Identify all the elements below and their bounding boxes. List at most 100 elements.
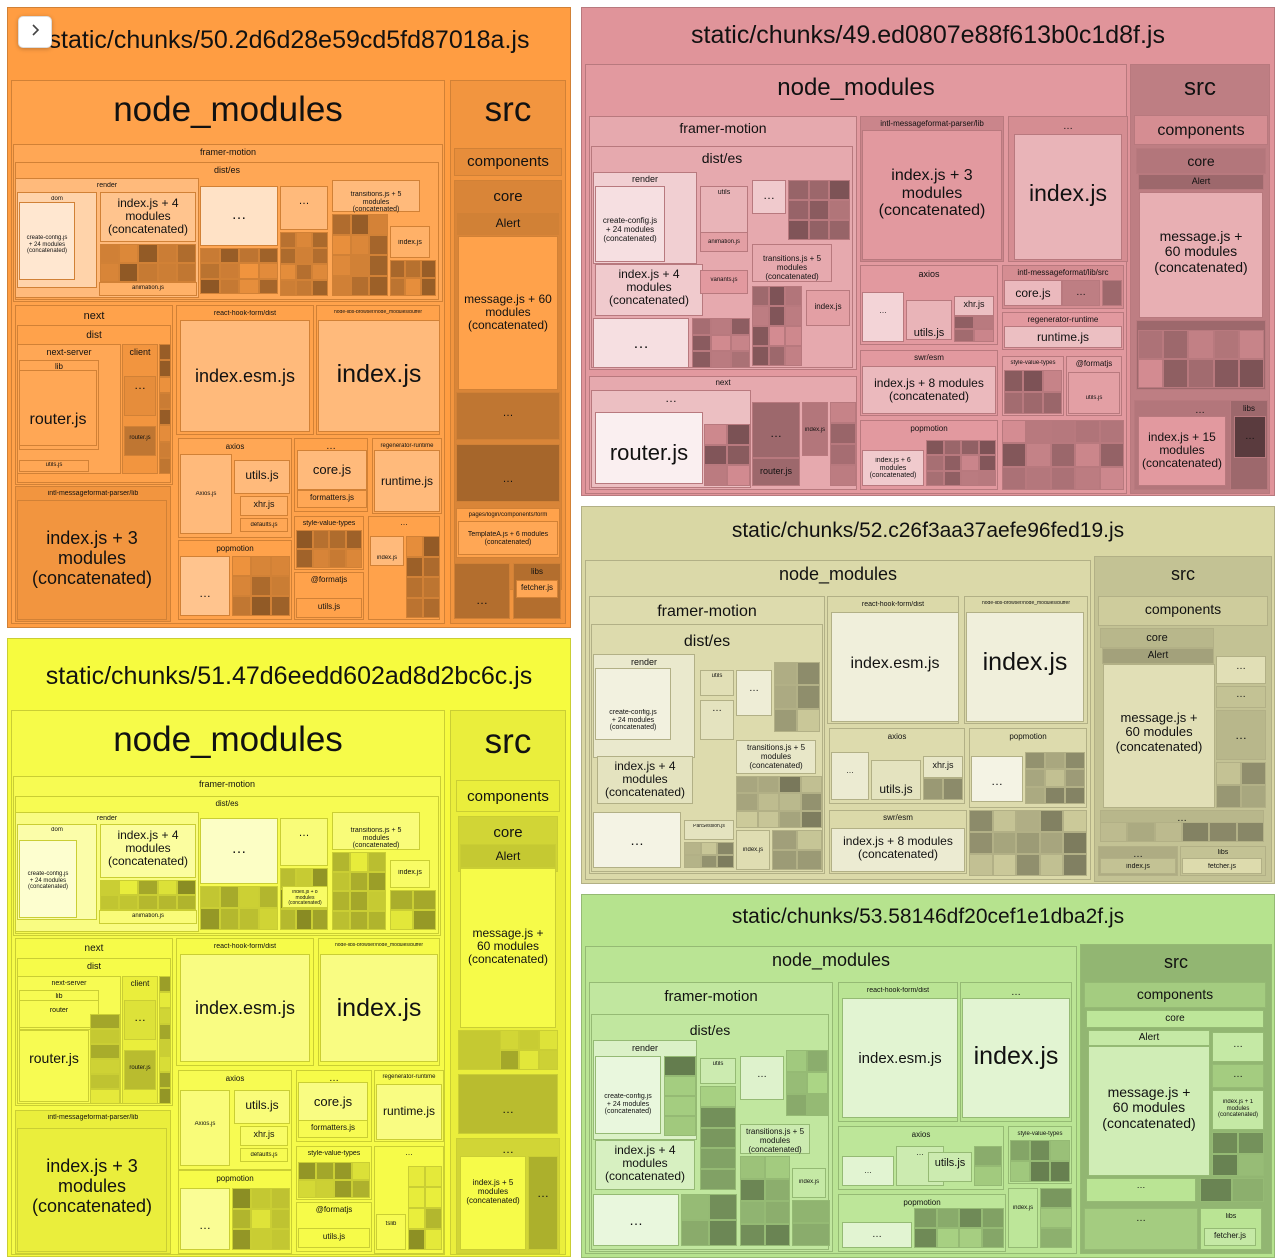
module[interactable]: utils.js: [234, 460, 290, 494]
treemap-leaf[interactable]: [270, 556, 290, 576]
module[interactable]: index.js: [806, 290, 850, 326]
treemap-leaf[interactable]: [352, 1162, 370, 1180]
treemap-leaf[interactable]: [684, 855, 701, 868]
treemap-leaf[interactable]: [936, 1228, 959, 1248]
treemap-leaf[interactable]: [423, 597, 440, 618]
components[interactable]: components: [1084, 982, 1266, 1008]
treemap-leaf[interactable]: [779, 793, 801, 811]
treemap-leaf[interactable]: [90, 1044, 120, 1059]
treemap-leaf[interactable]: [1241, 785, 1266, 808]
module[interactable]: index.esm.js: [180, 954, 310, 1062]
treemap-leaf[interactable]: [258, 248, 278, 264]
module[interactable]: message.js + 60 modules (concatenated): [458, 236, 558, 390]
module[interactable]: …: [862, 292, 904, 342]
treemap-leaf[interactable]: [992, 832, 1017, 854]
treemap-leaf[interactable]: [1030, 1161, 1050, 1182]
treemap-leaf[interactable]: [800, 793, 822, 811]
module[interactable]: create-config.js + 24 modules (concatena…: [595, 668, 671, 740]
treemap-leaf[interactable]: [350, 255, 370, 276]
treemap-leaf[interactable]: [157, 263, 177, 282]
treemap-leaf[interactable]: [159, 457, 171, 474]
treemap-leaf[interactable]: [914, 1208, 937, 1228]
treemap-leaf[interactable]: [1138, 359, 1164, 388]
treemap-leaf[interactable]: [768, 286, 786, 306]
treemap-leaf[interactable]: [408, 1187, 425, 1208]
treemap-leaf[interactable]: [830, 423, 856, 444]
treemap-leaf[interactable]: [270, 576, 290, 596]
treemap-leaf[interactable]: [774, 685, 797, 709]
treemap-leaf[interactable]: [1023, 370, 1043, 392]
folder[interactable]: utils: [700, 670, 734, 696]
treemap-leaf[interactable]: [700, 855, 718, 868]
treemap-leaf[interactable]: [765, 1201, 790, 1224]
treemap-leaf[interactable]: [251, 556, 271, 576]
module[interactable]: …: [124, 376, 156, 416]
treemap-leaf[interactable]: [736, 776, 758, 794]
treemap-leaf[interactable]: [519, 1050, 539, 1070]
treemap-leaf[interactable]: [1050, 1161, 1070, 1182]
treemap-leaf[interactable]: [717, 842, 734, 855]
module[interactable]: message.js + 60 modules (concatenated): [1103, 664, 1215, 808]
module[interactable]: utils.js: [871, 760, 921, 800]
module[interactable]: …: [1216, 686, 1266, 708]
module[interactable]: …: [842, 1156, 894, 1186]
treemap-leaf[interactable]: [779, 810, 801, 828]
treemap-leaf[interactable]: [727, 424, 750, 445]
treemap-leaf[interactable]: [1099, 443, 1124, 467]
module[interactable]: animation.js: [700, 232, 748, 252]
treemap-leaf[interactable]: [138, 244, 158, 263]
treemap-leaf[interactable]: [1039, 832, 1064, 854]
module[interactable]: index.esm.js: [831, 612, 959, 722]
treemap-leaf[interactable]: [1063, 854, 1087, 876]
module[interactable]: …: [700, 700, 734, 740]
module[interactable]: defaults.js: [240, 518, 288, 532]
treemap-leaf[interactable]: [1063, 810, 1087, 832]
treemap-leaf[interactable]: [717, 855, 734, 868]
treemap-leaf[interactable]: [159, 992, 171, 1008]
treemap-leaf[interactable]: [1065, 786, 1085, 804]
treemap-leaf[interactable]: [704, 444, 727, 466]
treemap-leaf[interactable]: [1023, 392, 1043, 414]
treemap-leaf[interactable]: [704, 424, 727, 445]
module[interactable]: index.js + 4 modules (concatenated): [100, 824, 196, 878]
treemap-leaf[interactable]: [974, 316, 994, 329]
treemap-leaf[interactable]: [239, 908, 259, 930]
treemap-leaf[interactable]: [239, 263, 259, 279]
treemap-leaf[interactable]: [423, 536, 440, 557]
module[interactable]: router.js: [595, 412, 703, 484]
treemap-leaf[interactable]: [390, 910, 413, 930]
treemap-leaf[interactable]: [808, 200, 830, 220]
treemap-leaf[interactable]: [239, 886, 259, 908]
treemap-leaf[interactable]: [1213, 359, 1239, 388]
treemap-leaf[interactable]: [752, 326, 769, 346]
treemap-leaf[interactable]: [692, 334, 712, 352]
treemap-leaf[interactable]: [797, 830, 822, 850]
treemap-leaf[interactable]: [100, 244, 120, 263]
treemap-leaf[interactable]: [159, 409, 171, 426]
treemap-leaf[interactable]: [684, 842, 701, 855]
treemap-leaf[interactable]: [298, 1162, 316, 1180]
module[interactable]: runtime.js: [1004, 326, 1122, 348]
treemap-leaf[interactable]: [792, 1200, 830, 1223]
treemap-leaf[interactable]: [1004, 370, 1024, 392]
treemap-leaf[interactable]: [772, 850, 797, 870]
treemap-leaf[interactable]: [981, 1208, 1004, 1228]
treemap-leaf[interactable]: [1212, 1132, 1238, 1154]
module[interactable]: index.esm.js: [842, 998, 958, 1118]
treemap-leaf[interactable]: [788, 200, 809, 220]
treemap-leaf[interactable]: [176, 895, 196, 910]
treemap-leaf[interactable]: [1025, 786, 1045, 804]
treemap-leaf[interactable]: [800, 776, 822, 794]
module[interactable]: create-config.js + 24 modules (concatena…: [595, 186, 665, 262]
treemap-leaf[interactable]: [730, 334, 750, 352]
treemap-leaf[interactable]: [159, 425, 171, 442]
module[interactable]: Axios.js: [180, 1090, 230, 1166]
treemap-leaf[interactable]: [332, 852, 350, 872]
treemap-leaf[interactable]: [413, 890, 436, 910]
treemap-leaf[interactable]: [978, 455, 996, 471]
treemap-leaf[interactable]: [1016, 810, 1040, 832]
treemap-leaf[interactable]: [800, 810, 822, 828]
module[interactable]: …: [1212, 1032, 1264, 1062]
treemap-leaf[interactable]: [408, 1208, 425, 1229]
module[interactable]: index.js + 3 modules (concatenated): [862, 130, 1002, 260]
